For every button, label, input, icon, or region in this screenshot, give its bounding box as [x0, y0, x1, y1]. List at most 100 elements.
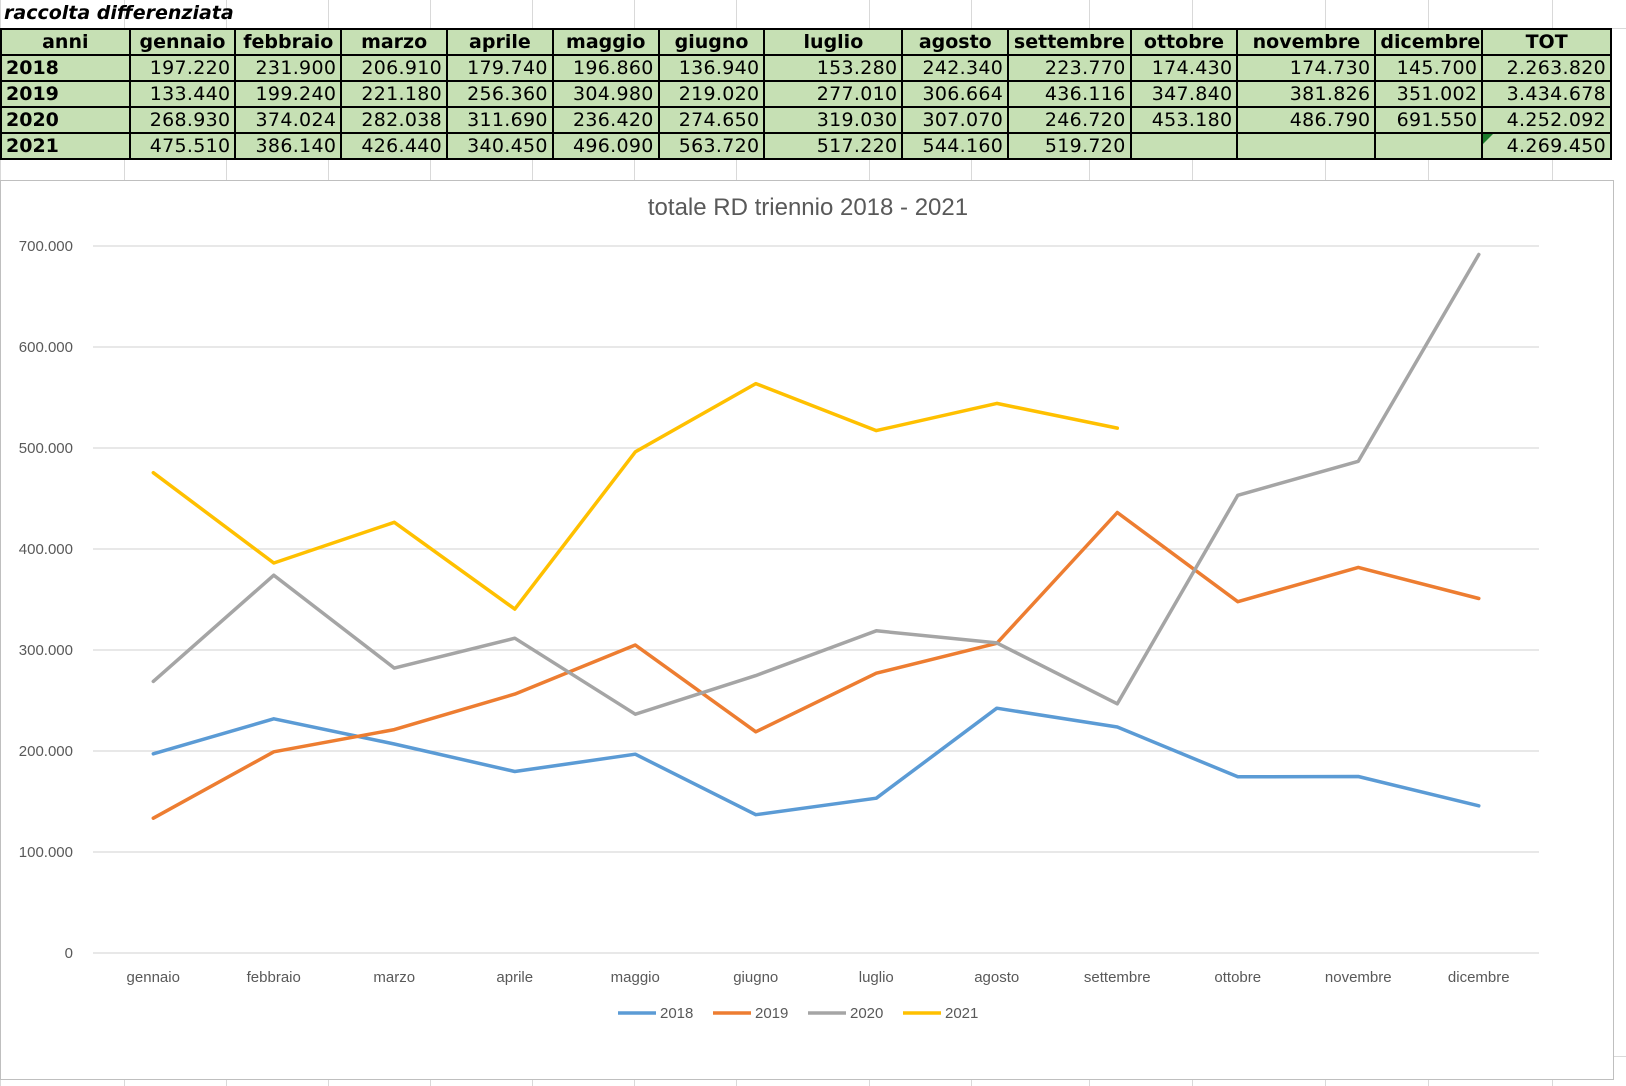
table-cell[interactable]: 436.116 [1007, 80, 1132, 108]
table-cell[interactable]: 219.020 [657, 80, 766, 108]
table-cell[interactable]: 274.650 [657, 106, 766, 134]
table-cell[interactable]: 386.140 [234, 132, 343, 160]
series-line-2020[interactable] [151, 252, 1481, 716]
x-axis-labels: gennaio febbraio marzo aprile maggio giugno lu… [127, 969, 1510, 986]
legend-label-2021[interactable]: 2021 [945, 1005, 978, 1022]
table-cell[interactable]: 453.180 [1129, 106, 1239, 134]
table-cell[interactable]: 426.440 [340, 132, 449, 160]
series-line-2018[interactable] [151, 706, 1481, 817]
legend-label-2020[interactable]: 2020 [850, 1005, 883, 1022]
year-cell[interactable]: 2021 [0, 132, 131, 160]
series-line-2021[interactable] [151, 381, 1120, 611]
column-header[interactable]: dicembre [1374, 28, 1484, 56]
table-cell[interactable]: 221.180 [340, 80, 449, 108]
y-tick-label: 0 [65, 945, 73, 962]
table-cell[interactable]: 199.240 [234, 80, 343, 108]
table-cell[interactable]: 691.550 [1374, 106, 1484, 134]
column-header[interactable]: ottobre [1129, 28, 1239, 56]
column-header[interactable]: luglio [763, 28, 904, 56]
series-lines [151, 252, 1481, 820]
column-header[interactable]: novembre [1236, 28, 1377, 56]
table-cell[interactable]: 145.700 [1374, 54, 1484, 82]
table-cell[interactable]: 519.720 [1007, 132, 1132, 160]
y-tick-label: 500.000 [19, 440, 73, 457]
table-cell[interactable]: 340.450 [446, 132, 554, 160]
x-tick-label: febbraio [247, 969, 301, 986]
table-cell[interactable]: 231.900 [234, 54, 343, 82]
x-tick-label: gennaio [127, 969, 180, 986]
y-tick-label: 400.000 [19, 541, 73, 558]
table-cell[interactable]: 544.160 [901, 132, 1010, 160]
table-row: 2020 268.930 374.024 282.038 311.690 236.420 2… [0, 106, 1612, 134]
legend-label-2018[interactable]: 2018 [660, 1005, 693, 1022]
table-cell[interactable]: 223.770 [1007, 54, 1132, 82]
table-cell[interactable]: 517.220 [763, 132, 904, 160]
table-cell[interactable]: 136.940 [657, 54, 766, 82]
table-cell[interactable] [1129, 132, 1239, 160]
table-cell[interactable]: 242.340 [901, 54, 1010, 82]
total-cell[interactable]: 3.434.678 [1481, 80, 1612, 108]
table-cell[interactable]: 246.720 [1007, 106, 1132, 134]
line-chart[interactable]: totale RD triennio 2018 - 2021 0 100.000 2… [0, 180, 1614, 1080]
table-cell[interactable]: 197.220 [128, 54, 237, 82]
x-tick-label: giugno [733, 969, 778, 986]
series-line-2019[interactable] [151, 510, 1481, 820]
table-cell[interactable]: 179.740 [446, 54, 554, 82]
table-cell[interactable]: 174.730 [1236, 54, 1377, 82]
table-cell[interactable]: 563.720 [657, 132, 766, 160]
y-axis-labels: 0 100.000 200.000 300.000 400.000 500.000 600.… [19, 238, 73, 962]
table-cell[interactable]: 319.030 [763, 106, 904, 134]
column-header[interactable]: gennaio [128, 28, 237, 56]
column-header[interactable]: maggio [551, 28, 660, 56]
table-row: 2021 475.510 386.140 426.440 340.450 496.090 5… [0, 132, 1612, 160]
column-header[interactable]: agosto [901, 28, 1010, 56]
column-header[interactable]: aprile [446, 28, 554, 56]
table-cell[interactable]: 236.420 [551, 106, 660, 134]
year-cell[interactable]: 2018 [0, 54, 131, 82]
column-header[interactable]: anni [0, 28, 131, 56]
cell-error-indicator[interactable] [1484, 135, 1494, 144]
year-cell[interactable]: 2019 [0, 80, 131, 108]
table-cell[interactable]: 496.090 [551, 132, 660, 160]
y-tick-label: 600.000 [19, 339, 73, 356]
table-row: 2018 197.220 231.900 206.910 179.740 196.860 1… [0, 54, 1612, 82]
table-cell[interactable]: 153.280 [763, 54, 904, 82]
table-cell[interactable]: 196.860 [551, 54, 660, 82]
y-tick-label: 700.000 [19, 238, 73, 255]
table-cell[interactable]: 475.510 [128, 132, 237, 160]
table-cell[interactable]: 277.010 [763, 80, 904, 108]
table-cell[interactable]: 282.038 [340, 106, 449, 134]
table-cell[interactable]: 311.690 [446, 106, 554, 134]
table-cell[interactable]: 307.070 [901, 106, 1010, 134]
table-cell[interactable]: 351.002 [1374, 80, 1484, 108]
total-cell[interactable]: 4.269.450 [1481, 132, 1612, 160]
column-header[interactable]: TOT [1481, 28, 1612, 56]
table-cell[interactable] [1236, 132, 1377, 160]
table-header-row: anni gennaio febbraio marzo aprile maggio giug… [0, 28, 1612, 56]
column-header[interactable]: marzo [340, 28, 449, 56]
total-cell[interactable]: 4.252.092 [1481, 106, 1612, 134]
gridlines [93, 245, 1539, 954]
table-cell[interactable]: 381.826 [1236, 80, 1377, 108]
table-cell[interactable]: 304.980 [551, 80, 660, 108]
table-cell[interactable]: 256.360 [446, 80, 554, 108]
table-cell[interactable]: 206.910 [340, 54, 449, 82]
y-tick-label: 200.000 [19, 743, 73, 760]
table-cell[interactable]: 268.930 [128, 106, 237, 134]
column-header[interactable]: settembre [1007, 28, 1132, 56]
total-cell[interactable]: 2.263.820 [1481, 54, 1612, 82]
sheet-caption: raccolta differenziata [4, 2, 234, 24]
x-tick-label: luglio [859, 969, 894, 986]
legend[interactable]: 2018 2019 2020 2021 [618, 1005, 978, 1022]
column-header[interactable]: giugno [657, 28, 766, 56]
year-cell[interactable]: 2020 [0, 106, 131, 134]
table-cell[interactable]: 174.430 [1129, 54, 1239, 82]
column-header[interactable]: febbraio [234, 28, 343, 56]
table-cell[interactable]: 486.790 [1236, 106, 1377, 134]
table-cell[interactable]: 374.024 [234, 106, 343, 134]
legend-label-2019[interactable]: 2019 [755, 1005, 788, 1022]
table-cell[interactable]: 133.440 [128, 80, 237, 108]
table-cell[interactable]: 306.664 [901, 80, 1010, 108]
table-cell[interactable] [1374, 132, 1484, 160]
table-cell[interactable]: 347.840 [1129, 80, 1239, 108]
